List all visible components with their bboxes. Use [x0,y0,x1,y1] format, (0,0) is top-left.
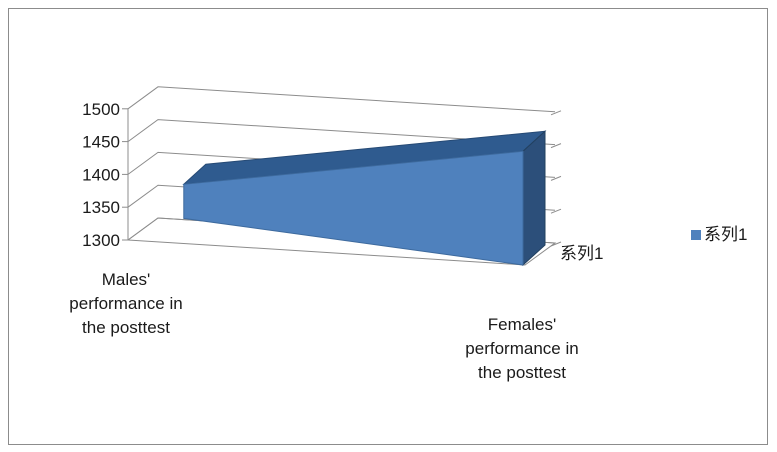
gridline-1500 [127,86,556,113]
right-wall-tick-1500 [550,110,562,116]
category-label: performance in [465,339,578,358]
y-tick-label: 1350 [82,198,120,217]
category-label: performance in [69,294,182,313]
right-wall-tick-1350 [550,208,562,214]
category-label: the posttest [478,363,566,382]
y-tick-label: 1400 [82,165,120,184]
y-tick-label: 1450 [82,133,120,152]
area-series-side-face [522,130,546,267]
right-wall-tick-1400 [550,175,562,181]
depth-axis-label: 系列1 [560,244,603,263]
category-label: Females' [488,315,556,334]
category-label: Males' [102,270,151,289]
right-wall-tick-1300 [550,241,562,247]
chart-floor [126,217,557,266]
legend-label: 系列1 [704,225,747,244]
y-tick-label: 1300 [82,231,120,250]
category-label: the posttest [82,318,170,337]
y-tick-label: 1500 [82,100,120,119]
legend-swatch [691,230,701,240]
right-wall-tick-1450 [550,143,562,149]
gridline-1450 [127,119,556,146]
